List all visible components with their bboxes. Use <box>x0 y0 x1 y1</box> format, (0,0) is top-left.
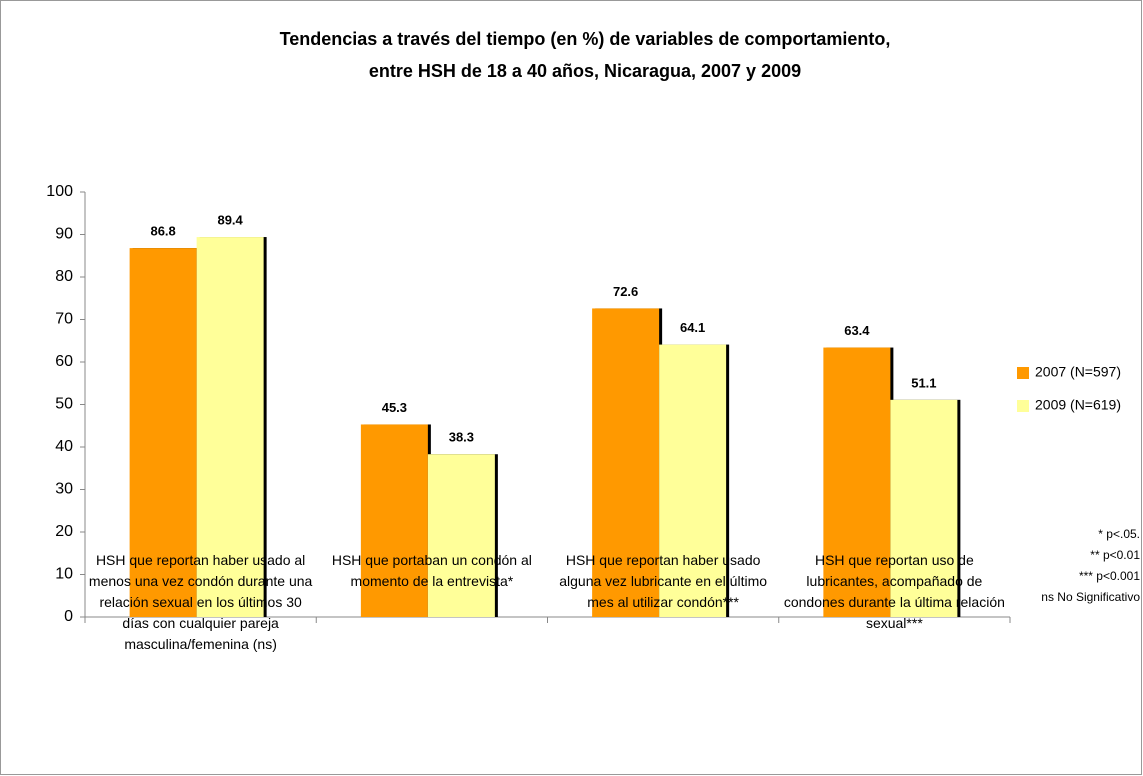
legend-swatch <box>1017 367 1029 379</box>
bar <box>659 344 727 617</box>
value-label: 51.1 <box>911 375 936 390</box>
legend-swatch <box>1017 400 1029 412</box>
bar <box>890 399 958 617</box>
x-tick-label: HSH que reportan haber usado alguna vez … <box>559 552 768 610</box>
value-label: 89.4 <box>217 212 243 227</box>
bar <box>196 237 264 618</box>
y-tick-label: 90 <box>55 226 73 243</box>
value-label: 72.6 <box>613 284 638 299</box>
annotation: ns No Significativo <box>1041 590 1140 604</box>
y-tick-label: 10 <box>55 566 73 583</box>
value-label: 38.3 <box>449 430 474 445</box>
bar <box>129 248 197 617</box>
legend-label: 2007 (N=597) <box>1035 364 1121 380</box>
y-tick-label: 60 <box>55 353 73 370</box>
y-tick-label: 70 <box>55 311 73 328</box>
x-tick-label: HSH que portaban un condón al momento de… <box>331 552 532 589</box>
chart-title: entre HSH de 18 a 40 años, Nicaragua, 20… <box>369 61 801 81</box>
annotation: *** p<0.001 <box>1079 569 1140 583</box>
y-tick-label: 50 <box>55 396 73 413</box>
y-tick-label: 40 <box>55 438 73 455</box>
y-tick-label: 0 <box>64 608 73 625</box>
legend-label: 2009 (N=619) <box>1035 397 1121 413</box>
x-tick-label: HSH que reportan uso de lubricantes, aco… <box>783 552 1005 631</box>
bar <box>823 347 891 617</box>
value-label: 45.3 <box>382 400 407 415</box>
y-tick-label: 80 <box>55 268 73 285</box>
value-label: 86.8 <box>150 224 175 239</box>
annotation: * p<.05. <box>1098 527 1140 541</box>
x-tick-label: HSH que reportan haber usado al menos un… <box>88 552 313 652</box>
bar <box>360 424 428 617</box>
y-tick-label: 30 <box>55 481 73 498</box>
chart-title: Tendencias a través del tiempo (en %) de… <box>280 29 891 49</box>
value-label: 64.1 <box>680 320 705 335</box>
annotation: ** p<0.01 <box>1090 548 1140 562</box>
bar <box>427 454 495 617</box>
bar <box>592 308 660 617</box>
value-label: 63.4 <box>844 323 870 338</box>
y-tick-label: 20 <box>55 523 73 540</box>
y-tick-label: 100 <box>46 183 73 200</box>
